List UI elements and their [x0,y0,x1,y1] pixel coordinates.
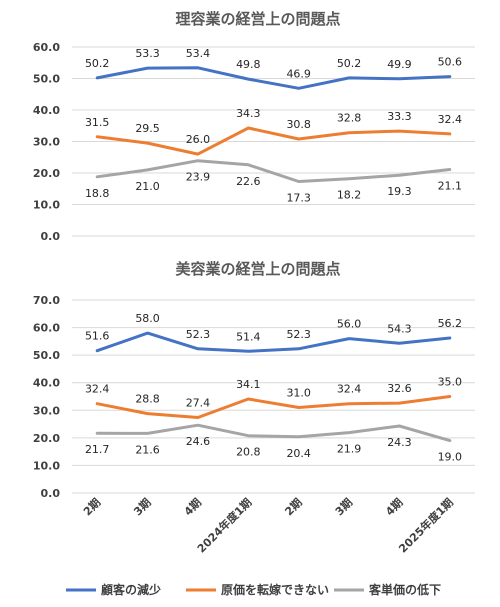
data-label: 27.4 [186,396,211,409]
y-tick-label: 60.0 [33,322,60,335]
data-label: 21.0 [135,180,160,193]
data-label: 24.6 [186,435,211,448]
data-label: 18.8 [85,187,110,200]
series-lines [95,331,452,443]
y-tick-label: 30.0 [33,136,60,149]
data-label: 23.9 [186,171,211,184]
data-label: 32.4 [438,113,463,126]
y-tick-label: 0.0 [41,487,61,500]
x-tick-label: 4期 [382,495,405,518]
data-label: 32.4 [337,383,362,396]
data-label: 51.6 [85,330,110,343]
data-label: 29.5 [135,122,160,135]
data-label: 32.6 [387,382,412,395]
x-tick-label: 2期 [282,495,305,518]
barber-chart: 理容業の経営上の問題点 0.010.020.030.040.050.060.0 … [33,10,475,243]
y-tick-label: 0.0 [41,230,61,243]
data-label: 21.9 [337,443,362,456]
data-label: 53.4 [186,47,211,60]
y-axis: 0.0 10.0 20.0 30.0 40.0 50.0 60.0 70.0 [33,294,60,500]
x-tick-label: 2期 [80,495,103,518]
y-tick-label: 30.0 [33,404,60,417]
y-tick-label: 40.0 [33,104,60,117]
y-tick-label: 60.0 [33,41,60,54]
data-label: 32.4 [85,383,110,396]
x-tick-label: 3期 [332,495,355,518]
data-label: 21.7 [85,443,110,456]
data-label: 34.3 [236,107,261,120]
data-label: 58.0 [135,312,160,325]
data-label: 50.2 [85,57,110,70]
data-label: 52.3 [186,328,211,341]
data-label: 54.3 [387,322,412,335]
data-label: 22.6 [236,175,261,188]
legend-item-series2: 原価を転嫁できない [186,582,329,597]
data-label: 49.9 [387,58,412,71]
gridlines [72,299,475,494]
x-tick-label: 4期 [181,495,204,518]
data-label: 20.4 [286,447,311,460]
data-labels: 51.6 58.0 52.3 51.4 52.3 56.0 54.3 56.2 32.4 28.8… [85,312,462,464]
data-labels: 50.2 53.3 53.4 49.8 46.9 50.2 49.9 50.6 31.5 29.5… [85,47,462,205]
legend: 顧客の減少 原価を転嫁できない 客単価の低下 [66,582,441,597]
data-label: 31.5 [85,116,110,129]
data-label: 46.9 [286,67,311,80]
y-tick-label: 50.0 [33,349,60,362]
y-tick-label: 10.0 [33,459,60,472]
legend-item-series1: 顧客の減少 [66,582,161,597]
y-tick-label: 40.0 [33,377,60,390]
data-label: 50.2 [337,57,362,70]
legend-label: 客単価の低下 [368,582,441,597]
data-label: 32.8 [337,112,362,125]
series-line-3 [95,423,452,443]
data-label: 20.8 [236,446,261,459]
y-tick-label: 20.0 [33,167,60,180]
data-label: 30.8 [286,118,311,131]
data-label: 19.0 [438,451,463,464]
data-label: 53.3 [135,47,160,60]
y-tick-label: 10.0 [33,199,60,212]
series-line-3 [95,159,452,183]
legend-label: 顧客の減少 [101,582,161,597]
chart-title: 理容業の経営上の問題点 [175,10,340,28]
data-label: 17.3 [286,192,311,205]
legend-label: 原価を転嫁できない [221,582,329,597]
data-label: 34.1 [236,378,261,391]
y-tick-label: 20.0 [33,432,60,445]
data-label: 56.0 [337,318,362,331]
data-label: 21.1 [438,180,463,193]
data-label: 51.4 [236,330,261,343]
series-line-1 [95,331,452,353]
data-label: 28.8 [135,393,160,406]
legend-item-series3: 客単価の低下 [334,582,441,597]
y-tick-label: 70.0 [33,294,60,307]
y-axis: 0.0 10.0 20.0 30.0 40.0 50.0 60.0 [33,41,60,243]
series-lines [95,66,452,183]
series-line-2 [95,395,452,419]
chart-title: 美容業の経営上の問題点 [175,260,340,278]
data-label: 49.8 [236,58,261,71]
data-label: 18.2 [337,189,362,202]
beauty-chart: 美容業の経営上の問題点 0.0 10.0 20.0 30.0 40.0 50.0 60.0 7… [33,260,475,556]
data-label: 50.6 [438,56,463,69]
series-line-2 [95,126,452,156]
y-tick-label: 50.0 [33,73,60,86]
data-label: 26.0 [186,133,211,146]
x-tick-label: 3期 [131,495,154,518]
data-label: 56.2 [438,317,463,330]
series-line-1 [95,66,452,90]
data-label: 24.3 [387,436,412,449]
data-label: 31.0 [286,387,311,400]
data-label: 52.3 [286,328,311,341]
data-label: 19.3 [387,185,412,198]
data-label: 33.3 [387,110,412,123]
data-label: 21.6 [135,443,160,456]
data-label: 35.0 [438,376,463,389]
